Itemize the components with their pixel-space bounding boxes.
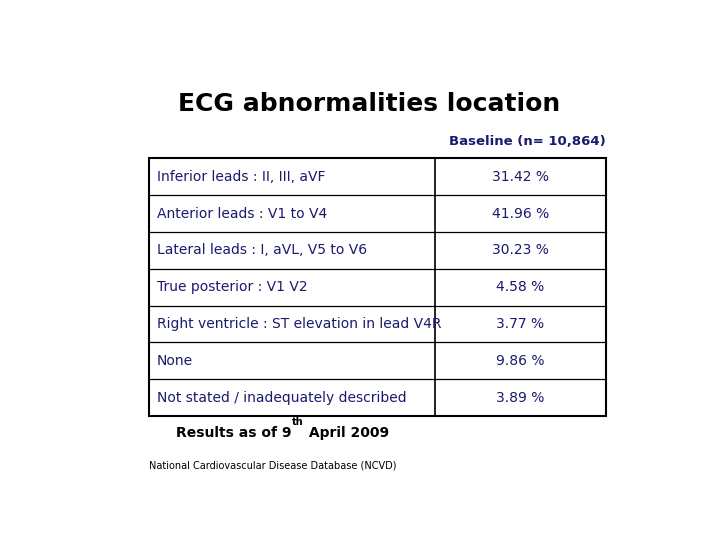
Text: None: None [157, 354, 193, 368]
Text: True posterior : V1 V2: True posterior : V1 V2 [157, 280, 307, 294]
Text: National Cardiovascular Disease Database (NCVD): National Cardiovascular Disease Database… [148, 460, 396, 470]
Text: Results as of 9: Results as of 9 [176, 426, 292, 440]
Text: April 2009: April 2009 [304, 426, 389, 440]
Text: 4.58 %: 4.58 % [496, 280, 544, 294]
Text: 41.96 %: 41.96 % [492, 207, 549, 221]
Text: Lateral leads : I, aVL, V5 to V6: Lateral leads : I, aVL, V5 to V6 [157, 244, 367, 258]
Text: Not stated / inadequately described: Not stated / inadequately described [157, 391, 407, 405]
Text: 30.23 %: 30.23 % [492, 244, 549, 258]
Text: 31.42 %: 31.42 % [492, 170, 549, 184]
Text: Inferior leads : II, III, aVF: Inferior leads : II, III, aVF [157, 170, 325, 184]
Text: Anterior leads : V1 to V4: Anterior leads : V1 to V4 [157, 207, 327, 221]
Text: Right ventricle : ST elevation in lead V4R: Right ventricle : ST elevation in lead V… [157, 317, 441, 331]
Text: Baseline (n= 10,864): Baseline (n= 10,864) [449, 135, 606, 148]
Text: 3.89 %: 3.89 % [496, 391, 544, 405]
Text: ECG abnormalities location: ECG abnormalities location [178, 92, 560, 116]
Text: th: th [292, 417, 304, 427]
Text: 3.77 %: 3.77 % [496, 317, 544, 331]
Text: 9.86 %: 9.86 % [496, 354, 544, 368]
